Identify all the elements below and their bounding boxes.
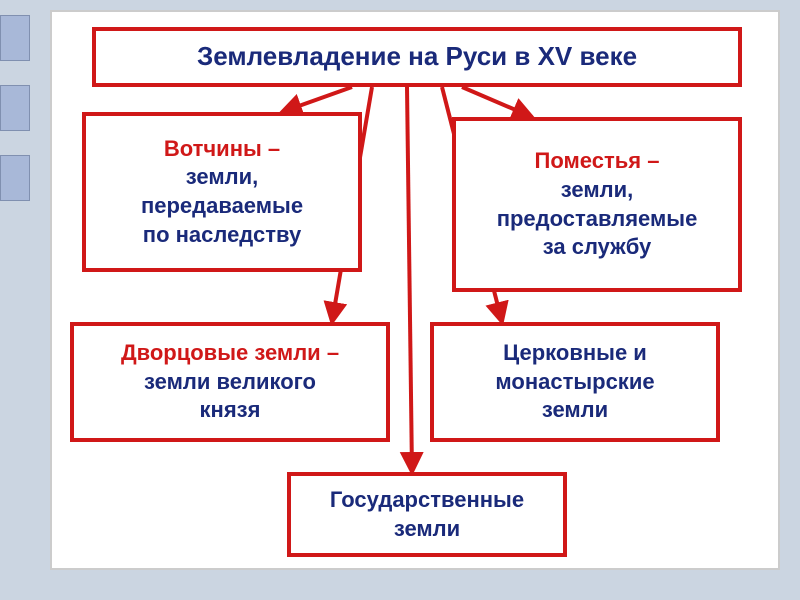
arrow [282,87,352,112]
box-text-line: Государственные [330,486,524,515]
sidebar-bar [0,15,30,61]
box-text-line: за службу [543,233,652,262]
box-text-line: передаваемые [141,192,303,221]
gosudarstvennye-box: Государственныеземли [287,472,567,557]
box-text-line: земли, [186,163,258,192]
tserkovnye-box: Церковные имонастырскиеземли [430,322,720,442]
box-text-line: земли [542,396,608,425]
votchiny-box: Вотчины –земли,передаваемыепо наследству [82,112,362,272]
sidebar-bar [0,85,30,131]
sidebar-bar [0,155,30,201]
box-text-line: земли, [561,176,633,205]
box-text-line: князя [200,396,261,425]
box-text-line: Вотчины – [164,135,280,164]
box-text-line: Поместья – [535,147,660,176]
box-text-line: предоставляемые [497,205,698,234]
box-text-line: Землевладение на Руси в XV веке [197,40,637,74]
box-text-line: Церковные и [503,339,647,368]
box-text-line: по наследству [143,221,301,250]
arrow [462,87,532,117]
title-box: Землевладение на Руси в XV веке [92,27,742,87]
arrow [407,87,412,472]
dvortsovye-box: Дворцовые земли –земли великогокнязя [70,322,390,442]
box-text-line: монастырские [495,368,654,397]
pomestya-box: Поместья –земли,предоставляемыеза службу [452,117,742,292]
box-text-line: земли великого [144,368,316,397]
box-text-line: земли [394,515,460,544]
diagram-slide: Землевладение на Руси в XV веке Вотчины … [50,10,780,570]
box-text-line: Дворцовые земли – [121,339,339,368]
